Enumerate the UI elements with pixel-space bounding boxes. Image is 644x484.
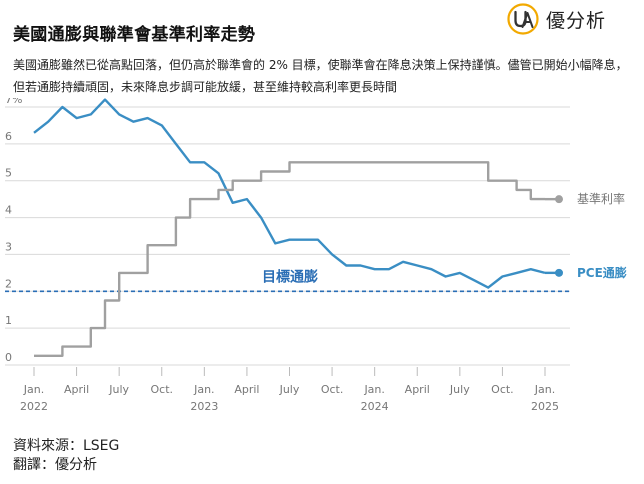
x-tick-label: Jan.	[193, 383, 214, 396]
y-tick-label: 4	[5, 204, 12, 217]
y-tick-label: 2	[5, 277, 12, 290]
chart-subtitle: 美國通膨雖然已從高點回落，但仍高於聯準會的 2% 目標，使聯準會在降息決策上保持…	[13, 58, 628, 94]
x-tick-year-label: 2024	[361, 400, 389, 413]
rate-series-line	[34, 161, 545, 357]
y-tick-label: 5	[5, 167, 12, 180]
x-tick-label: Oct.	[321, 383, 344, 396]
translation-line: 翻譯：優分析	[13, 457, 97, 473]
x-tick-label: Oct.	[491, 383, 514, 396]
y-tick-label: 6	[5, 130, 12, 143]
y-tick-label: 0	[5, 351, 12, 364]
chart-title: 美國通膨與聯準會基準利率走勢	[13, 25, 256, 45]
x-tick-label: April	[405, 383, 430, 396]
source-note: 資料來源：LSEG 翻譯：優分析	[13, 437, 119, 475]
source-line: 資料來源：LSEG	[13, 438, 120, 454]
brand-logo: 優分析	[506, 2, 606, 36]
x-tick-label: July	[279, 383, 300, 396]
rate-series-label: 基準利率	[577, 191, 625, 206]
x-tick-label: Jan.	[23, 383, 44, 396]
logo-text: 優分析	[546, 9, 607, 32]
y-tick-label: 1	[5, 314, 12, 327]
x-tick-label: Oct.	[150, 383, 173, 396]
x-tick-year-label: 2023	[190, 400, 218, 413]
x-tick-label: Jan.	[363, 383, 384, 396]
x-tick-label: July	[449, 383, 470, 396]
x-tick-label: April	[234, 383, 259, 396]
x-tick-label: Jan.	[534, 383, 555, 396]
chart-plot: 0 1 2 3 4 5 6 7% Jan. 2022 April July Oct. Jan. 2023 Ap…	[5, 98, 627, 413]
x-tick-label: July	[108, 383, 129, 396]
target-label: 目標通膨	[262, 268, 318, 285]
x-tick-label: April	[64, 383, 89, 396]
y-tick-label: 3	[5, 240, 12, 253]
x-tick-year-label: 2022	[20, 400, 48, 413]
y-tick-label: 7%	[5, 98, 22, 106]
pce-series-line	[33, 98, 546, 289]
ua-monogram-icon	[507, 3, 539, 35]
x-tick-year-label: 2025	[531, 400, 559, 413]
pce-series-label: PCE通膨	[577, 265, 627, 280]
